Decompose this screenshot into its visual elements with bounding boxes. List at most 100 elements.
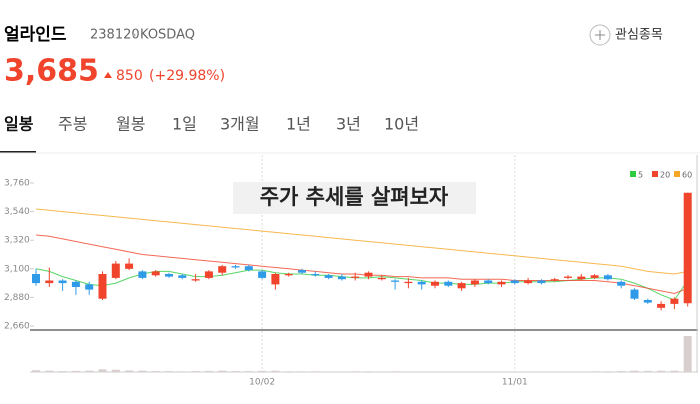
volume-bar <box>125 370 133 372</box>
y-tick-label: 2,880 <box>4 293 30 303</box>
y-tick-label: 3,760 <box>4 179 30 189</box>
candle-body <box>511 281 519 284</box>
volume-bar <box>631 371 639 372</box>
watch-label[interactable]: 관심종목 <box>615 28 663 43</box>
volume-bar <box>72 371 80 372</box>
y-tick-label: 2,660 <box>4 322 30 332</box>
volume-bar <box>165 371 173 372</box>
volume-bar <box>192 371 200 372</box>
volume-bar <box>85 371 93 372</box>
volume-bar <box>684 336 692 372</box>
candle-body <box>45 281 53 284</box>
candle-body <box>205 271 213 278</box>
watch-button[interactable]: 관심종목 <box>590 25 663 45</box>
legend-swatch <box>652 171 658 177</box>
candle-body <box>604 275 612 279</box>
candle-body <box>617 282 625 286</box>
volume-bar <box>365 371 373 372</box>
volume-bar <box>617 371 625 372</box>
candle-body <box>631 290 639 299</box>
y-tick-label: 3,100 <box>4 264 30 274</box>
change: 850 <box>116 68 143 84</box>
candle-body <box>471 281 479 285</box>
tab[interactable]: 10년 <box>384 115 419 134</box>
volume-bar <box>670 371 678 372</box>
candle-body <box>178 275 186 278</box>
candle-body <box>258 271 266 278</box>
candle-body <box>152 271 160 275</box>
volume-bar <box>112 370 120 372</box>
volume-bar <box>298 371 306 372</box>
candle-body <box>338 277 346 280</box>
y-tick-label: 3,320 <box>4 236 30 246</box>
candle-body <box>431 282 439 286</box>
candle-body <box>285 274 293 275</box>
tab[interactable]: 3개월 <box>220 115 260 134</box>
volume-bar <box>311 371 319 372</box>
tab[interactable]: 3년 <box>336 115 361 134</box>
candle-body <box>192 279 200 280</box>
candle-body <box>138 271 146 278</box>
volume-bar <box>205 371 213 372</box>
candle-body <box>125 264 133 269</box>
volume-bar <box>32 370 40 372</box>
ma-line <box>36 235 688 294</box>
volume-bar <box>644 371 652 372</box>
overlay-text: 주가 추세를 살펴보자 <box>260 185 449 209</box>
candle-body <box>85 284 93 289</box>
volume-bar <box>258 371 266 372</box>
volume-bar <box>285 371 293 372</box>
volume-bar <box>232 371 240 372</box>
y-tick-label: 3,540 <box>4 207 30 217</box>
volume-bar <box>152 371 160 372</box>
candle-body <box>484 281 492 284</box>
volume-bar <box>271 371 279 372</box>
tab[interactable]: 1년 <box>286 115 311 134</box>
change-pct: (+29.98%) <box>149 68 225 84</box>
x-tick-label: 11/01 <box>502 378 528 388</box>
candle-body <box>325 275 333 278</box>
candle-body <box>418 282 426 285</box>
legend-swatch <box>630 171 636 177</box>
volume-bar <box>391 371 399 372</box>
volume-bar <box>604 371 612 372</box>
candle-body <box>391 281 399 282</box>
candle-body <box>458 283 466 288</box>
up-arrow <box>104 72 112 78</box>
candle-body <box>577 277 585 280</box>
legend-swatch <box>674 171 680 177</box>
plus <box>595 30 605 40</box>
volume-bar <box>657 371 665 372</box>
tab[interactable]: 일봉 <box>4 115 34 134</box>
candle-body <box>271 274 279 284</box>
candle-body <box>537 281 545 284</box>
volume-bar <box>99 369 107 372</box>
candle-body <box>112 264 120 278</box>
tabs: 일봉 주봉 월봉 1일 3개월 1년 3년 10년 <box>4 115 419 134</box>
candle-body <box>444 282 452 286</box>
ma-line <box>36 269 688 300</box>
candle-body <box>684 193 692 304</box>
volume-bar <box>351 371 359 372</box>
candle-body <box>72 282 80 287</box>
candle-body <box>245 266 253 270</box>
candle-body <box>232 266 240 267</box>
legend-label: 20 <box>660 171 670 180</box>
candle-body <box>32 274 40 283</box>
tab[interactable]: 주봉 <box>58 115 87 134</box>
candle-body <box>378 278 386 279</box>
volume-bar <box>178 371 186 372</box>
candle-body <box>591 275 599 278</box>
tab[interactable]: 1일 <box>172 115 197 134</box>
candle-body <box>351 277 359 278</box>
stock-code: 238120 <box>90 28 140 43</box>
tab[interactable]: 월봉 <box>116 115 145 134</box>
candle-body <box>657 304 665 308</box>
candle-body <box>498 282 506 285</box>
stock-name: 얼라인드 <box>4 25 67 45</box>
candle-body <box>670 299 678 304</box>
price: 3,685 <box>4 54 99 89</box>
candle-body <box>165 274 173 277</box>
